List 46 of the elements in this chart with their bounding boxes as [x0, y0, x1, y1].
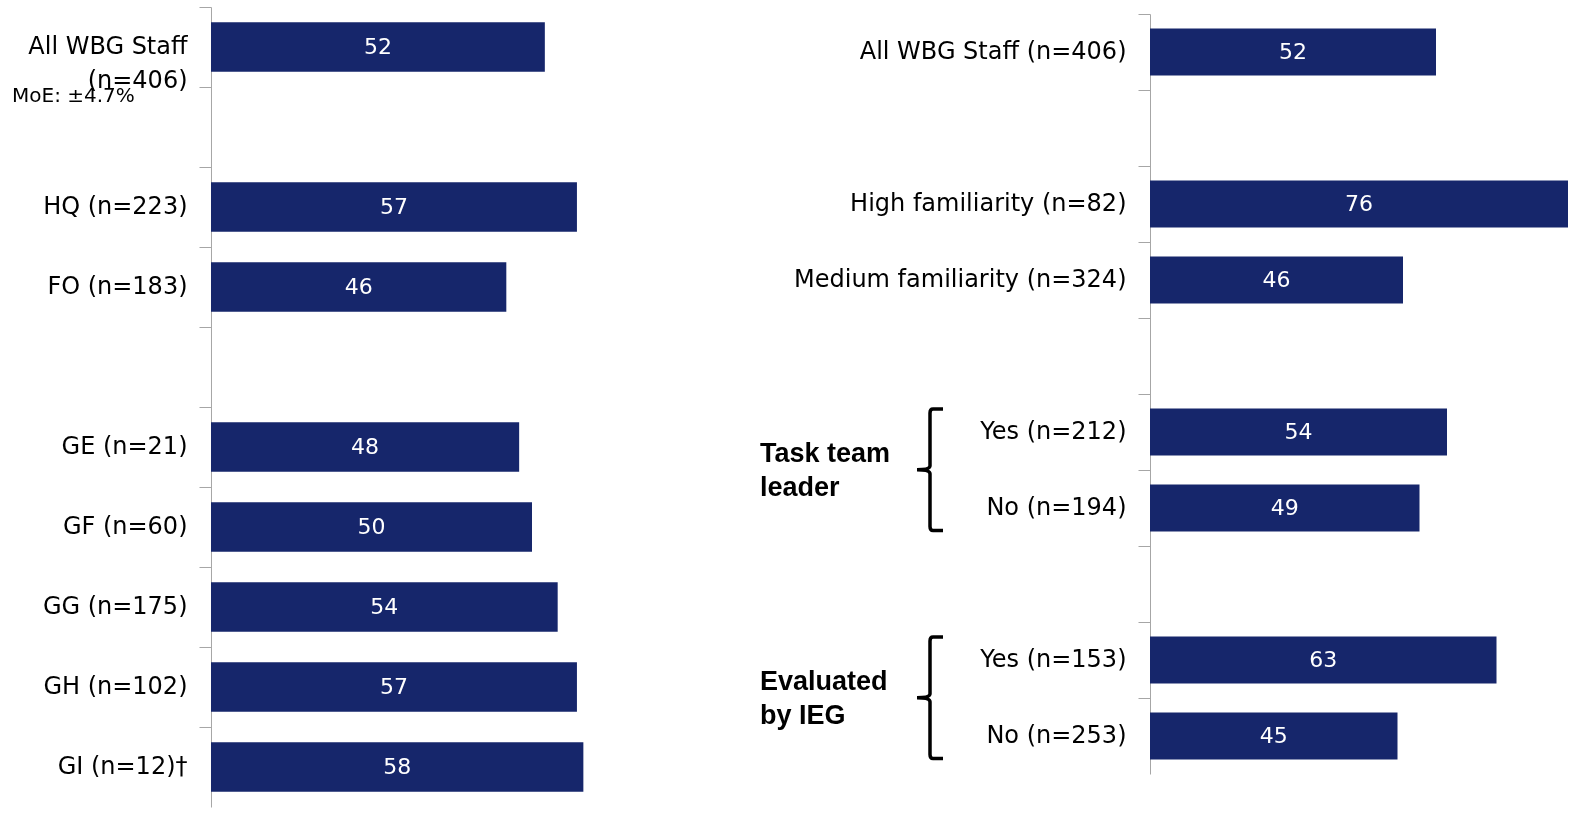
- bar: [1150, 408, 1447, 456]
- y-tick-label: Medium familiarity (n=324): [794, 265, 1127, 293]
- data-label: 63: [1309, 647, 1338, 672]
- bar: [211, 262, 507, 312]
- bar: [211, 22, 545, 72]
- bar: [211, 182, 577, 232]
- bar: [211, 662, 577, 712]
- data-label: 57: [379, 194, 408, 219]
- y-tick-label: HQ (n=223): [43, 192, 188, 220]
- data-label: 45: [1259, 723, 1288, 748]
- data-label: 76: [1345, 191, 1373, 216]
- data-label: 50: [357, 514, 386, 539]
- bar: [211, 742, 584, 792]
- data-label: 46: [1262, 267, 1291, 292]
- y-tick-label: GF (n=60): [62, 512, 188, 540]
- data-label: 54: [1284, 419, 1313, 444]
- data-label: 52: [363, 34, 392, 59]
- bar: [1150, 484, 1420, 532]
- bar: [211, 502, 532, 552]
- y-tick-label: No (n=194): [986, 493, 1127, 521]
- y-tick-label: GI (n=12)†: [57, 752, 188, 780]
- bar: [211, 422, 520, 472]
- bar: [1150, 28, 1436, 76]
- y-tick-label: No (n=253): [986, 721, 1127, 749]
- data-label: 57: [379, 674, 408, 699]
- y-tick-label: All WBG Staff (n=406): [859, 37, 1127, 65]
- bar: [211, 582, 558, 632]
- y-tick-label: High familiarity (n=82): [850, 189, 1127, 217]
- y-tick-label: GH (n=102): [43, 672, 188, 700]
- data-label: 46: [344, 274, 373, 299]
- y-tick-label: Yes (n=212): [979, 417, 1127, 445]
- bar: [1150, 712, 1398, 760]
- data-label: 54: [370, 594, 399, 619]
- y-tick-label: GE (n=21): [61, 432, 188, 460]
- bar: [1150, 256, 1403, 304]
- bar: [1150, 636, 1497, 684]
- text: Task team leader: [760, 437, 892, 504]
- data-label: 48: [351, 434, 380, 459]
- y-tick-label: FO (n=183): [47, 272, 188, 300]
- bar: [1150, 180, 1568, 228]
- text: Evaluated by IEG: [760, 665, 889, 732]
- data-label: 49: [1270, 495, 1299, 520]
- data-label: 58: [383, 754, 412, 779]
- y-tick-label: GG (n=175): [42, 592, 188, 620]
- y-tick-label: Yes (n=153): [979, 645, 1127, 673]
- data-label: 52: [1279, 39, 1307, 64]
